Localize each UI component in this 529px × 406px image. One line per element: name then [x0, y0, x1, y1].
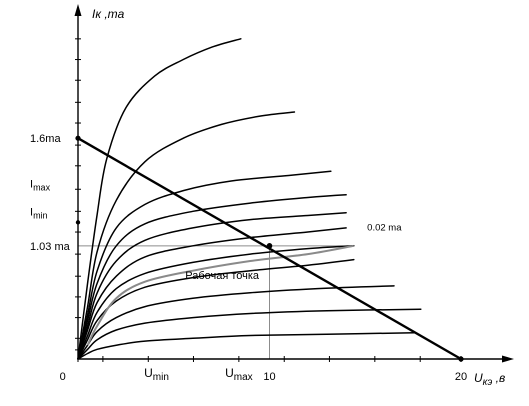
y-axis-arrow [74, 4, 82, 16]
curve-family [77, 38, 422, 360]
y-axis-label-main: Iк ,ma [92, 7, 125, 21]
u-label-1-main: U [225, 366, 234, 380]
u-label-0-main: U [144, 366, 153, 380]
curve-8 [77, 258, 355, 360]
y-label-0-main: 1.6ma [30, 133, 61, 145]
curve-6 [77, 227, 347, 360]
curve-5 [77, 211, 347, 360]
y-label-2: Imin [30, 206, 48, 220]
curve-10 [77, 308, 422, 360]
highlighted-curve-label-main: 0.02 ma [367, 223, 402, 234]
u-label-1-sub: max [234, 372, 253, 383]
y-label-3: 1.03 ma [30, 241, 71, 253]
x-axis-label: Uкэ ,в [474, 371, 505, 388]
load-line-group [75, 135, 464, 362]
y-label-0: 1.6ma [30, 133, 61, 145]
highlighted-curve-label: 0.02 ma [367, 223, 402, 234]
x-tick-label-1: 10 [263, 371, 275, 383]
x-tick-label-0-main: 0 [60, 371, 66, 383]
x-axis-arrow [502, 355, 514, 363]
load-line-end-dot [458, 356, 464, 362]
load-line-start-dot [75, 135, 81, 141]
operating-point-label: Рабочая точка [185, 270, 260, 282]
operating-point-label-main: Рабочая точка [185, 270, 260, 282]
y-axis-label: Iк ,ma [92, 7, 125, 21]
u-label-0-sub: min [153, 372, 169, 383]
y-label-2-sub: min [33, 210, 48, 220]
operating-point-dot [266, 243, 273, 249]
curve-1 [77, 38, 242, 360]
x-tick-label-2: 20 [455, 371, 467, 383]
guide-lines [78, 245, 354, 359]
y-label-1-sub: max [33, 183, 51, 193]
u-label-0: Umin [144, 366, 169, 383]
curve-2 [77, 111, 296, 360]
y-label-1-main: I [30, 179, 33, 191]
u-label-1: Umax [225, 366, 253, 383]
curve-11 [77, 332, 416, 360]
curve-9 [77, 285, 395, 360]
x-axis-label-main: U [474, 371, 483, 385]
y-label-1: Imax [30, 179, 51, 193]
y-label-2-main: I [30, 206, 33, 218]
x-tick-label-0: 0 [60, 371, 66, 383]
y-label-3-main: 1.03 ma [30, 241, 71, 253]
axes [74, 4, 514, 363]
x-tick-label-2-main: 20 [455, 371, 467, 383]
curve-7 [77, 245, 355, 360]
x-axis-label-sub: кэ [483, 377, 493, 388]
x-axis-label-unit: ,в [492, 371, 505, 385]
highlighted-curve [86, 244, 354, 346]
highlighted-curve-group [86, 244, 354, 346]
axis-ticks [75, 38, 462, 362]
i-min-dot [75, 220, 81, 225]
curve-3 [77, 170, 332, 360]
curve-4 [77, 194, 347, 360]
x-tick-label-1-main: 10 [263, 371, 275, 383]
